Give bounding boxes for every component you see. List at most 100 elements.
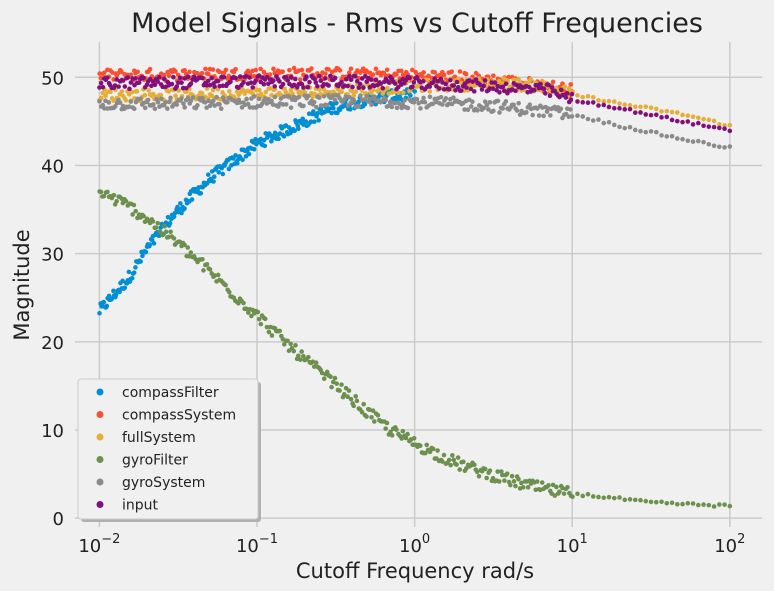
data-point [482, 78, 488, 83]
data-point [569, 114, 575, 119]
data-point [128, 72, 134, 78]
data-point [424, 442, 430, 448]
data-point [346, 388, 352, 393]
data-point [291, 65, 297, 71]
data-point [280, 69, 285, 75]
data-point [173, 69, 178, 74]
data-point [351, 403, 356, 409]
data-point [435, 448, 440, 453]
data-point [339, 89, 344, 95]
data-point [648, 499, 654, 505]
data-point [239, 105, 245, 110]
data-point [446, 457, 452, 463]
data-point [334, 381, 339, 386]
data-point [549, 85, 555, 90]
data-point [541, 113, 546, 119]
data-point [432, 76, 437, 81]
data-point [143, 249, 149, 255]
data-point [701, 139, 706, 145]
data-point [590, 100, 596, 105]
x-tick-label: 102 [714, 532, 745, 557]
data-point [210, 67, 216, 72]
data-point [201, 268, 206, 273]
data-point [251, 94, 257, 99]
data-point [226, 166, 232, 172]
data-point [337, 388, 342, 393]
data-point [643, 112, 649, 117]
data-point [558, 106, 564, 112]
data-point [285, 338, 290, 344]
data-point [394, 105, 400, 111]
data-point [527, 102, 533, 107]
data-point [535, 106, 540, 111]
data-point [237, 100, 243, 105]
data-point [506, 74, 512, 80]
data-point [256, 316, 262, 322]
data-point [364, 414, 369, 419]
data-point [177, 206, 182, 212]
data-point [674, 110, 680, 115]
data-point [190, 95, 196, 100]
data-point [202, 100, 208, 105]
series-input [97, 73, 733, 134]
data-point [664, 134, 670, 139]
data-point [497, 110, 502, 115]
data-point [468, 104, 474, 109]
data-point [453, 87, 458, 93]
data-point [711, 124, 717, 130]
data-point [596, 494, 601, 500]
data-point [225, 99, 230, 105]
data-point [653, 129, 659, 135]
data-point [101, 299, 107, 305]
data-point [503, 99, 509, 104]
data-point [138, 259, 143, 264]
data-point [171, 74, 176, 80]
data-point [370, 408, 376, 414]
data-point [590, 118, 596, 123]
data-point [270, 102, 276, 107]
data-point [585, 94, 591, 99]
data-point [313, 360, 319, 365]
data-point [133, 265, 138, 270]
data-point [155, 220, 161, 226]
data-point [111, 288, 116, 294]
data-point [399, 68, 404, 74]
data-point [400, 428, 406, 434]
y-tick-label: 50 [41, 68, 64, 89]
data-point [386, 80, 392, 85]
data-point [181, 101, 186, 106]
data-point [347, 94, 352, 100]
data-point [701, 123, 706, 129]
data-point [410, 84, 415, 90]
data-point [203, 66, 208, 72]
data-point [120, 78, 126, 83]
y-tick-label: 40 [41, 156, 64, 177]
data-point [168, 95, 173, 101]
data-point [112, 83, 118, 88]
data-point [701, 502, 706, 507]
data-point [298, 77, 303, 82]
data-point [311, 364, 317, 369]
data-point [727, 503, 733, 509]
data-point [711, 504, 717, 509]
data-point [280, 102, 286, 107]
data-point [373, 77, 379, 83]
data-point [105, 189, 110, 195]
data-point [100, 84, 106, 90]
data-point [205, 71, 211, 77]
data-point [171, 214, 177, 219]
data-point [261, 137, 267, 143]
data-point [351, 99, 357, 104]
data-point [648, 129, 654, 134]
data-point [223, 282, 228, 288]
data-point [242, 91, 248, 96]
data-point [176, 88, 182, 93]
data-point [622, 125, 628, 131]
data-point [575, 93, 580, 98]
data-point [134, 89, 140, 94]
data-point [496, 479, 502, 484]
data-point [617, 106, 622, 111]
data-point [199, 70, 205, 76]
data-point [389, 104, 395, 110]
data-point [441, 72, 447, 78]
